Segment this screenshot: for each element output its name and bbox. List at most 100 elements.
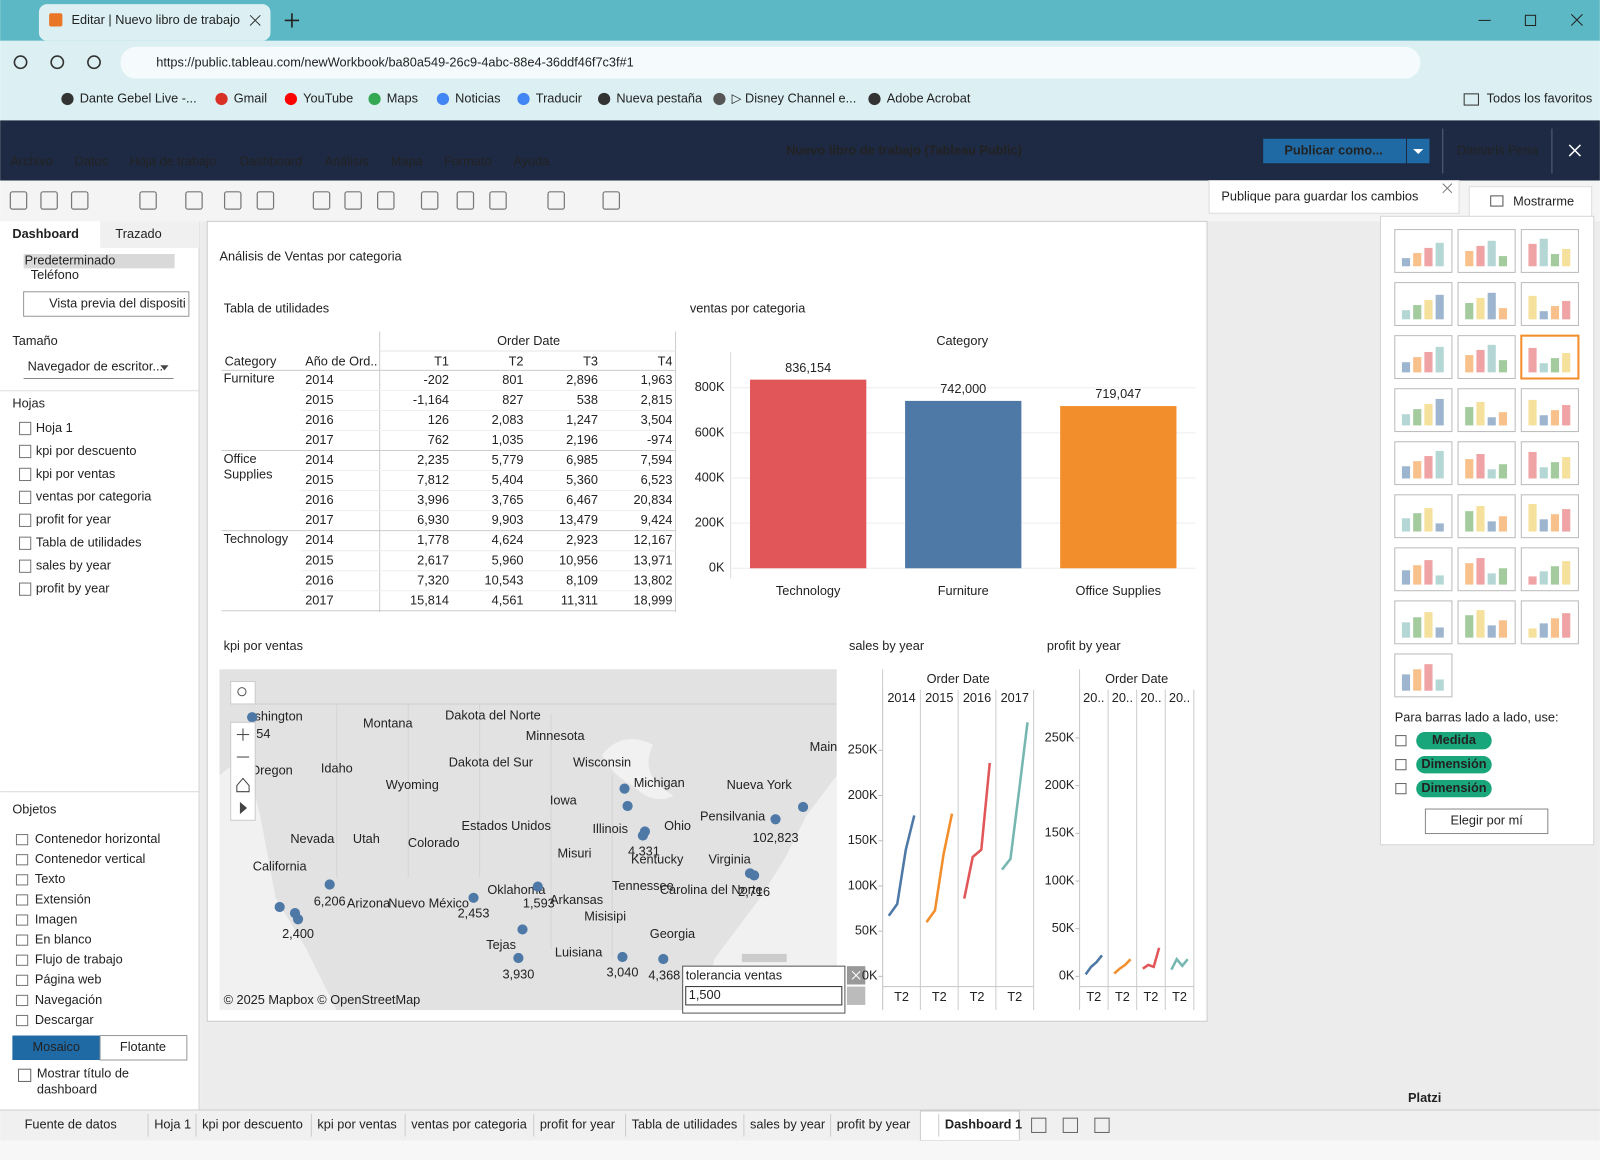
bar[interactable]	[905, 400, 1022, 569]
map-point[interactable]	[797, 801, 809, 813]
nav-button[interactable]	[87, 55, 101, 70]
toolbar-icon[interactable]	[344, 191, 362, 210]
map-point[interactable]	[532, 881, 543, 892]
parameter-menu[interactable]	[846, 986, 866, 1005]
bookmark[interactable]: ▷ Disney Channel e...	[732, 90, 857, 105]
map-point[interactable]	[274, 901, 285, 913]
sheet-tab[interactable]: Hoja 1	[154, 1117, 191, 1132]
size-value[interactable]: Navegador de escritor...	[28, 359, 163, 374]
new-sheet-icon[interactable]	[1062, 1117, 1079, 1133]
bookmark[interactable]: Dante Gebel Live -...	[80, 90, 197, 105]
series-line[interactable]	[1084, 954, 1103, 976]
map-point[interactable]	[619, 783, 630, 794]
object-item[interactable]: Texto	[35, 871, 65, 886]
map-point[interactable]	[292, 914, 304, 925]
sheet-item[interactable]: ventas por categoria	[36, 489, 152, 504]
map-point[interactable]	[622, 800, 633, 812]
map-point[interactable]	[770, 814, 781, 825]
object-item[interactable]: Extensión	[35, 891, 91, 906]
map-point[interactable]	[637, 830, 648, 841]
sheet-item[interactable]: Hoja 1	[36, 420, 73, 435]
toolbar-icon[interactable]	[312, 191, 331, 210]
map-point[interactable]	[468, 892, 479, 903]
new-sheet-icon[interactable]	[1031, 1117, 1047, 1133]
toolbar-icon[interactable]	[223, 191, 242, 210]
bookmark[interactable]: Gmail	[234, 90, 267, 105]
bookmark[interactable]: Traducir	[536, 90, 583, 105]
address-bar[interactable]	[120, 46, 1421, 79]
bar[interactable]	[750, 379, 867, 569]
map-point[interactable]	[658, 953, 669, 965]
new-sheet-icon[interactable]	[1094, 1117, 1110, 1133]
toolbar-icon[interactable]	[40, 191, 58, 210]
show-me-tab[interactable]	[1468, 186, 1593, 218]
sheet-tab[interactable]: Fuente de datos	[25, 1117, 117, 1132]
sidebar-tab[interactable]: Trazado	[115, 226, 161, 241]
nav-button[interactable]	[13, 55, 28, 70]
sheet-item[interactable]: Tabla de utilidades	[36, 535, 142, 550]
bookmark[interactable]: Maps	[387, 90, 418, 105]
menu-item[interactable]: Análisis	[325, 154, 369, 169]
menu-item[interactable]: Formato	[444, 154, 491, 169]
toolbar-icon[interactable]	[547, 191, 565, 210]
parameter-input[interactable]	[685, 986, 843, 1006]
sheet-item[interactable]: sales by year	[36, 558, 112, 573]
preview-button[interactable]	[23, 291, 190, 317]
series-line[interactable]	[1001, 722, 1029, 871]
sheet-tab[interactable]: profit for year	[540, 1117, 616, 1132]
sheet-item[interactable]: kpi por ventas	[36, 466, 115, 481]
all-bookmarks[interactable]: Todos los favoritos	[1487, 90, 1593, 105]
sheet-tab[interactable]: Tabla de utilidades	[632, 1117, 738, 1132]
menu-item[interactable]: Datos	[75, 154, 108, 169]
layout-button[interactable]	[99, 1035, 188, 1061]
object-item[interactable]: Flujo de trabajo	[35, 952, 123, 967]
sheet-tab[interactable]: kpi por ventas	[317, 1117, 396, 1132]
sheet-tab[interactable]: profit by year	[837, 1117, 911, 1132]
toolbar-icon[interactable]	[456, 191, 475, 210]
map-point[interactable]	[617, 951, 628, 963]
map-search[interactable]	[230, 681, 256, 705]
toolbar-icon[interactable]	[377, 191, 395, 210]
device[interactable]: Predeterminado	[25, 253, 116, 268]
object-item[interactable]: Página web	[35, 972, 102, 987]
map-point[interactable]	[324, 879, 335, 890]
menu-item[interactable]: Dashboard	[240, 154, 302, 169]
series-line[interactable]	[963, 762, 992, 899]
sheet-tab[interactable]: kpi por descuento	[202, 1117, 303, 1132]
sheet-item[interactable]: kpi por descuento	[36, 443, 137, 458]
bookmark[interactable]: YouTube	[303, 90, 353, 105]
bar[interactable]	[1060, 406, 1177, 569]
sheet-tab[interactable]: Dashboard 1	[945, 1117, 1022, 1132]
map-point[interactable]	[247, 712, 258, 723]
sheet-tab[interactable]: ventas por categoria	[411, 1117, 527, 1132]
object-item[interactable]: En blanco	[35, 932, 92, 947]
toolbar-icon[interactable]	[9, 191, 28, 210]
bookmark[interactable]: Noticias	[455, 90, 500, 105]
toolbar-icon[interactable]	[420, 191, 439, 210]
toolbar-icon[interactable]	[185, 191, 203, 210]
map-point[interactable]	[517, 924, 528, 935]
sheet-item[interactable]: profit for year	[36, 512, 112, 527]
menu-item[interactable]: Archivo	[10, 154, 53, 169]
publish-button[interactable]	[1263, 138, 1407, 164]
sheet-item[interactable]: profit by year	[36, 581, 110, 596]
device[interactable]: Teléfono	[31, 267, 79, 282]
object-item[interactable]: Navegación	[35, 992, 102, 1007]
series-line[interactable]	[1142, 947, 1161, 970]
map-point[interactable]	[513, 952, 524, 964]
toolbar-icon[interactable]	[602, 191, 621, 210]
sidebar-tab[interactable]: Dashboard	[12, 226, 79, 241]
map-point[interactable]	[748, 870, 760, 881]
menu-item[interactable]: Hoja de trabajo	[130, 154, 216, 169]
series-line[interactable]	[1113, 958, 1132, 975]
object-item[interactable]: Contenedor horizontal	[35, 831, 160, 846]
choose-button[interactable]	[1424, 808, 1549, 835]
series-line[interactable]	[1170, 956, 1189, 971]
sheet-tab[interactable]: sales by year	[750, 1117, 826, 1132]
object-item[interactable]: Imagen	[35, 911, 78, 926]
nav-button[interactable]	[50, 55, 65, 70]
menu-item[interactable]: Ayuda	[513, 154, 550, 169]
series-line[interactable]	[887, 815, 916, 917]
bookmark[interactable]: Nueva pestaña	[616, 90, 703, 105]
active-tab[interactable]	[38, 4, 271, 41]
